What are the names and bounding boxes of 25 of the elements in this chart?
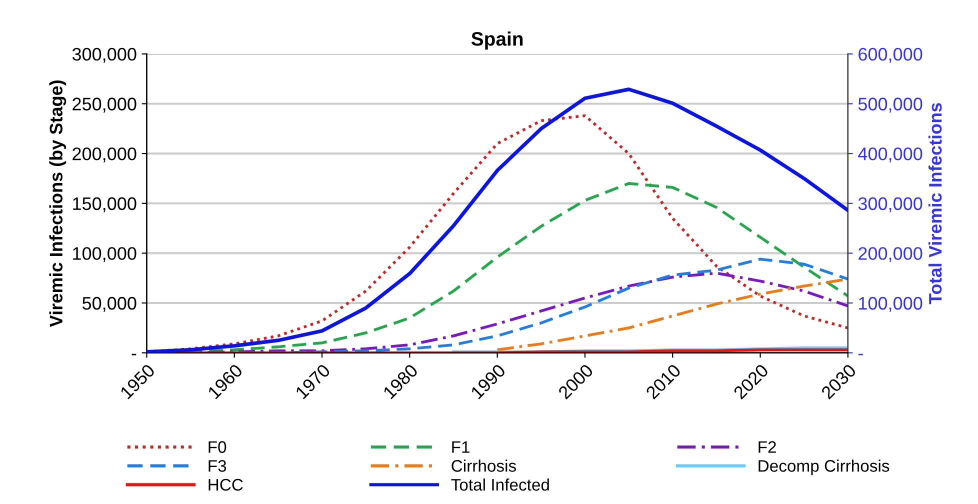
y-tick-label: 100,000 [73,247,136,262]
legend-label: Decomp Cirrhosis [758,460,890,476]
y-axis-title: Viremic Infections (by Stage) [49,80,66,327]
y2-tick-label: 500,000 [858,98,922,113]
y2-tick-label: - [858,354,863,356]
legend-label: Cirrhosis [452,460,516,472]
y-tick-label: 300,000 [72,48,136,63]
y2-tick-label: 300,000 [858,197,922,212]
y2-tick-label: 600,000 [858,48,922,63]
y2-tick-label: 400,000 [858,147,922,162]
y-tick-label: - [132,354,136,356]
y2-tick-label: 100,000 [859,296,922,312]
legend-label: F1 [452,441,470,453]
y2-axis-title: Total Viremic Infections [928,103,942,304]
chart-title: Spain [471,32,523,50]
y-tick-label: 200,000 [72,147,136,162]
legend-label: F2 [758,441,776,453]
legend-label: F3 [208,460,226,472]
y2-tick-label: 200,000 [858,247,922,262]
legend-label: Total Infected [451,478,549,491]
legend-label: HCC [208,478,243,491]
y-tick-label: 150,000 [73,197,136,212]
legend-label: F0 [208,441,226,453]
y-tick-label: 50,000 [82,296,136,312]
y-tick-label: 250,000 [72,98,136,113]
